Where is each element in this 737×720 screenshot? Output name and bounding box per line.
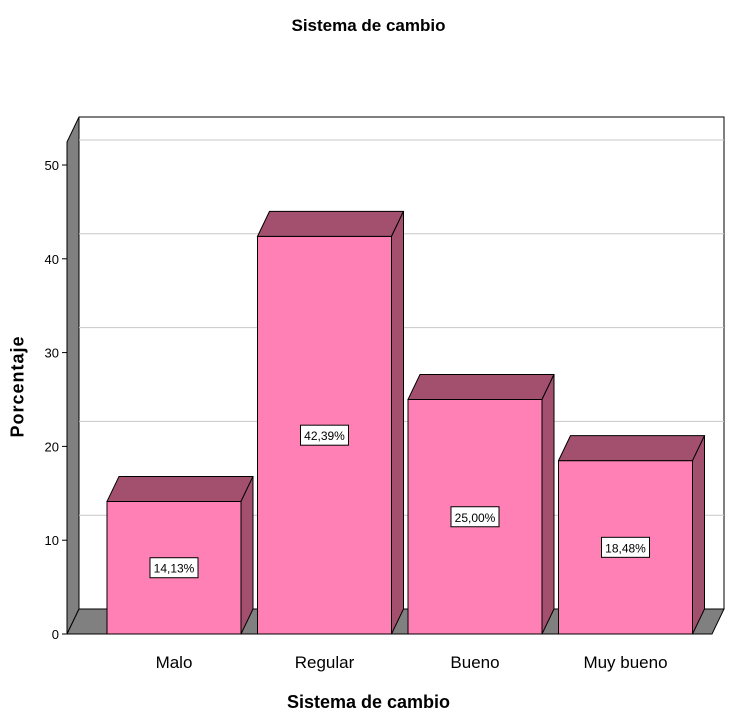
data-label: 18,48% — [601, 536, 650, 558]
data-label-box — [450, 506, 500, 528]
x-axis-label: Sistema de cambio — [286, 692, 451, 712]
bar-side — [391, 211, 404, 635]
data-label-text: 25,00% — [455, 511, 496, 525]
y-tick-label: 0 — [52, 627, 59, 642]
data-label-text: 18,48% — [605, 541, 646, 555]
data-label: 42,39% — [300, 424, 349, 446]
x-tick-label: Bueno — [450, 653, 499, 672]
bar-top — [106, 475, 254, 502]
y-tick-label: 50 — [45, 158, 59, 173]
data-label: 14,13% — [149, 557, 199, 579]
bar-top — [557, 435, 706, 462]
y-tick-label: 10 — [45, 533, 59, 548]
x-tick-label: Malo — [156, 653, 193, 672]
data-label-box — [300, 424, 349, 446]
y-tick-label: 40 — [45, 252, 59, 267]
chart-title: Sistema de cambio — [291, 16, 446, 35]
side-wall — [66, 116, 80, 635]
x-tick-label: Regular — [295, 653, 355, 672]
bar-side — [692, 435, 705, 635]
data-label-text: 42,39% — [304, 429, 345, 443]
bar-side — [541, 374, 555, 635]
data-label-box — [601, 536, 650, 558]
bar-top — [407, 374, 555, 400]
x-tick-label: Muy bueno — [583, 653, 667, 672]
y-tick-label: 30 — [45, 346, 59, 361]
y-tick-label: 20 — [45, 439, 59, 454]
data-label-box — [149, 557, 199, 579]
bar-side — [240, 476, 254, 635]
y-axis-label: Porcentaje — [7, 335, 28, 438]
data-label-text: 14,13% — [154, 562, 195, 576]
bar-top — [256, 210, 405, 237]
data-label: 25,00% — [450, 506, 500, 528]
